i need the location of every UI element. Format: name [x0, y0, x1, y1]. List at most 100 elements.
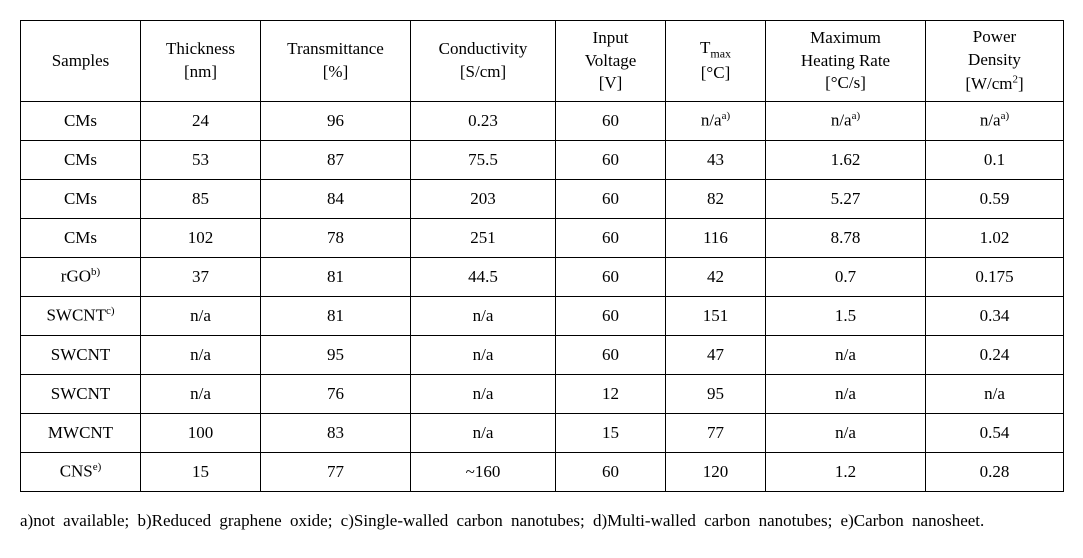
table-cell: n/a: [411, 297, 556, 336]
table-cell: 1.5: [766, 297, 926, 336]
table-row: MWCNT10083n/a1577n/a0.54: [21, 414, 1064, 453]
table-cell: 100: [141, 414, 261, 453]
table-cell: n/a: [766, 336, 926, 375]
table-cell: MWCNT: [21, 414, 141, 453]
table-cell: n/a: [766, 375, 926, 414]
table-cell: CMs: [21, 141, 141, 180]
col-max-heating-rate: MaximumHeating Rate[°C/s]: [766, 21, 926, 102]
table-cell: 0.54: [926, 414, 1064, 453]
table-row: CMs858420360825.270.59: [21, 180, 1064, 219]
table-cell: CMs: [21, 102, 141, 141]
table-cell: 1.62: [766, 141, 926, 180]
table-cell: 82: [666, 180, 766, 219]
table-cell: 116: [666, 219, 766, 258]
table-cell: 0.28: [926, 453, 1064, 492]
table-row: CMs10278251601168.781.02: [21, 219, 1064, 258]
table-cell: 77: [261, 453, 411, 492]
table-cell: 53: [141, 141, 261, 180]
table-cell: 95: [666, 375, 766, 414]
table-cell: 60: [556, 102, 666, 141]
table-cell: 42: [666, 258, 766, 297]
table-row: SWCNTc)n/a81n/a601511.50.34: [21, 297, 1064, 336]
table-cell: 78: [261, 219, 411, 258]
table-cell: SWCNTc): [21, 297, 141, 336]
table-cell: 47: [666, 336, 766, 375]
table-cell: CNSe): [21, 453, 141, 492]
table-cell: n/a: [766, 414, 926, 453]
table-cell: n/a: [141, 336, 261, 375]
table-cell: 87: [261, 141, 411, 180]
table-cell: 12: [556, 375, 666, 414]
table-cell: 0.1: [926, 141, 1064, 180]
table-cell: 60: [556, 258, 666, 297]
table-row: SWCNTn/a95n/a6047n/a0.24: [21, 336, 1064, 375]
table-cell: n/a: [411, 414, 556, 453]
table-cell: 1.2: [766, 453, 926, 492]
table-cell: 76: [261, 375, 411, 414]
table-cell: SWCNT: [21, 336, 141, 375]
col-power-density: PowerDensity[W/cm2]: [926, 21, 1064, 102]
table-cell: n/a: [411, 375, 556, 414]
table-cell: 96: [261, 102, 411, 141]
table-cell: 15: [556, 414, 666, 453]
col-transmittance: Transmittance[%]: [261, 21, 411, 102]
table-cell: 81: [261, 297, 411, 336]
table-row: SWCNTn/a76n/a1295n/an/a: [21, 375, 1064, 414]
table-cell: n/a: [141, 375, 261, 414]
table-cell: 84: [261, 180, 411, 219]
table-cell: 151: [666, 297, 766, 336]
table-cell: 83: [261, 414, 411, 453]
header-row: Samples Thickness[nm] Transmittance[%] C…: [21, 21, 1064, 102]
table-cell: CMs: [21, 180, 141, 219]
col-samples: Samples: [21, 21, 141, 102]
table-cell: 0.24: [926, 336, 1064, 375]
col-tmax: Tmax[°C]: [666, 21, 766, 102]
col-conductivity: Conductivity[S/cm]: [411, 21, 556, 102]
table-cell: 60: [556, 453, 666, 492]
table-cell: 5.27: [766, 180, 926, 219]
table-cell: n/aa): [766, 102, 926, 141]
table-cell: 60: [556, 141, 666, 180]
table-row: rGOb)378144.560420.70.175: [21, 258, 1064, 297]
table-cell: 15: [141, 453, 261, 492]
table-cell: 0.23: [411, 102, 556, 141]
table-cell: n/a: [926, 375, 1064, 414]
table-cell: 75.5: [411, 141, 556, 180]
table-cell: 8.78: [766, 219, 926, 258]
col-input-voltage: InputVoltage[V]: [556, 21, 666, 102]
table-row: CNSe)1577~160601201.20.28: [21, 453, 1064, 492]
table-cell: 60: [556, 219, 666, 258]
table-cell: 95: [261, 336, 411, 375]
table-cell: 81: [261, 258, 411, 297]
table-cell: n/aa): [926, 102, 1064, 141]
table-cell: 102: [141, 219, 261, 258]
table-cell: 1.02: [926, 219, 1064, 258]
footnote: a)not available; b)Reduced graphene oxid…: [20, 504, 1063, 538]
table-cell: n/aa): [666, 102, 766, 141]
table-cell: CMs: [21, 219, 141, 258]
table-cell: 0.59: [926, 180, 1064, 219]
table-cell: 0.7: [766, 258, 926, 297]
col-thickness: Thickness[nm]: [141, 21, 261, 102]
table-cell: 60: [556, 297, 666, 336]
table-cell: n/a: [411, 336, 556, 375]
table-cell: 85: [141, 180, 261, 219]
table-cell: n/a: [141, 297, 261, 336]
table-cell: rGOb): [21, 258, 141, 297]
table-cell: 203: [411, 180, 556, 219]
table-cell: SWCNT: [21, 375, 141, 414]
table-cell: 37: [141, 258, 261, 297]
table-cell: 0.175: [926, 258, 1064, 297]
table-cell: 43: [666, 141, 766, 180]
table-row: CMs538775.560431.620.1: [21, 141, 1064, 180]
table-cell: 120: [666, 453, 766, 492]
table-cell: 60: [556, 336, 666, 375]
materials-table: Samples Thickness[nm] Transmittance[%] C…: [20, 20, 1064, 492]
table-cell: 0.34: [926, 297, 1064, 336]
table-cell: 77: [666, 414, 766, 453]
table-cell: 24: [141, 102, 261, 141]
table-body: CMs24960.2360n/aa)n/aa)n/aa)CMs538775.56…: [21, 102, 1064, 492]
table-cell: 44.5: [411, 258, 556, 297]
table-row: CMs24960.2360n/aa)n/aa)n/aa): [21, 102, 1064, 141]
table-cell: ~160: [411, 453, 556, 492]
